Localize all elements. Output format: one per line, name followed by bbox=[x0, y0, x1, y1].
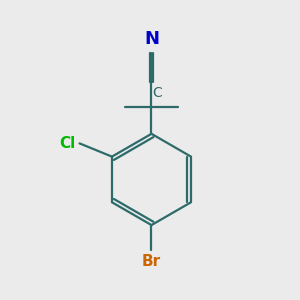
Text: C: C bbox=[152, 86, 162, 100]
Text: Br: Br bbox=[142, 254, 161, 268]
Text: N: N bbox=[144, 30, 159, 48]
Text: Cl: Cl bbox=[59, 136, 75, 151]
